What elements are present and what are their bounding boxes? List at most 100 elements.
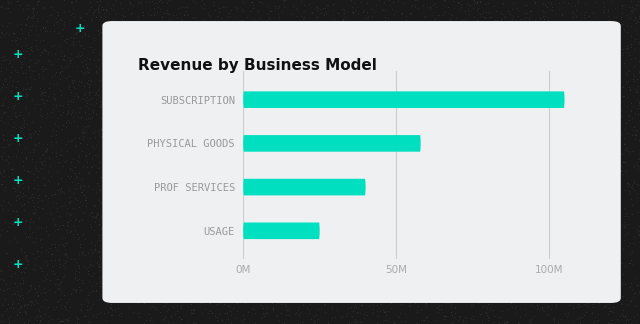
Point: [618, 84, 628, 89]
Point: [399, 160, 410, 165]
Point: [346, 276, 356, 281]
Point: [275, 19, 285, 25]
Point: [387, 173, 397, 179]
Point: [316, 108, 326, 113]
Point: [166, 67, 176, 72]
Point: [43, 177, 53, 182]
Point: [159, 316, 170, 321]
Point: [555, 253, 565, 259]
Point: [387, 290, 397, 295]
Point: [328, 25, 338, 30]
Point: [473, 65, 483, 70]
Point: [556, 25, 566, 30]
Point: [323, 61, 333, 66]
Point: [67, 79, 77, 84]
Point: [575, 84, 585, 89]
Point: [121, 75, 131, 81]
Point: [8, 208, 19, 214]
Point: [25, 169, 35, 174]
Point: [383, 247, 393, 252]
Point: [10, 85, 20, 90]
Point: [167, 283, 177, 288]
Point: [238, 174, 248, 179]
Point: [367, 77, 378, 83]
Point: [186, 79, 196, 84]
Point: [383, 247, 393, 252]
Point: [0, 268, 7, 273]
Point: [224, 24, 234, 29]
Point: [475, 69, 485, 74]
Point: [419, 20, 429, 26]
Point: [260, 207, 271, 212]
Point: [310, 36, 321, 41]
Point: [470, 44, 480, 49]
Point: [568, 306, 579, 311]
Point: [183, 107, 193, 112]
Point: [458, 317, 468, 322]
Point: [520, 306, 530, 311]
Point: [542, 106, 552, 111]
Point: [134, 28, 145, 33]
Point: [140, 294, 150, 299]
Point: [540, 43, 550, 49]
Point: [252, 285, 262, 290]
Point: [618, 307, 628, 313]
Point: [20, 192, 30, 198]
Point: [263, 4, 273, 9]
Point: [313, 39, 323, 44]
Point: [120, 176, 131, 181]
Point: [327, 256, 337, 261]
Point: [65, 89, 76, 95]
Point: [442, 4, 452, 9]
Point: [170, 201, 180, 206]
Point: [582, 278, 593, 283]
Point: [288, 300, 298, 305]
Point: [620, 141, 630, 146]
Point: [223, 182, 233, 187]
Point: [591, 190, 602, 195]
Point: [0, 23, 7, 28]
Point: [631, 21, 640, 26]
Point: [194, 171, 204, 176]
Point: [524, 287, 534, 292]
Point: [227, 106, 237, 111]
Point: [484, 76, 495, 82]
Point: [453, 269, 463, 274]
Point: [289, 171, 300, 177]
Point: [627, 249, 637, 254]
Point: [484, 245, 495, 250]
Point: [511, 304, 521, 309]
Point: [290, 34, 300, 40]
Point: [230, 205, 241, 210]
Point: [120, 91, 130, 96]
Point: [173, 291, 184, 296]
Point: [334, 119, 344, 124]
Point: [200, 228, 211, 234]
Point: [337, 285, 347, 291]
Point: [259, 306, 269, 311]
Point: [281, 312, 291, 318]
Point: [365, 284, 375, 289]
Point: [17, 149, 28, 154]
Point: [515, 187, 525, 192]
Point: [328, 203, 338, 208]
Point: [451, 15, 461, 20]
Point: [39, 89, 49, 94]
Point: [42, 272, 52, 277]
Point: [373, 148, 383, 153]
Point: [622, 43, 632, 48]
Point: [559, 181, 569, 186]
Point: [60, 304, 70, 309]
Point: [271, 197, 282, 202]
Point: [321, 9, 331, 15]
Point: [214, 29, 224, 35]
Point: [561, 194, 571, 199]
Point: [605, 56, 615, 61]
Point: [71, 269, 81, 274]
Point: [220, 280, 230, 285]
Point: [534, 94, 544, 99]
Point: [570, 150, 580, 156]
Point: [405, 118, 415, 123]
Point: [151, 73, 161, 78]
Point: [489, 97, 499, 102]
